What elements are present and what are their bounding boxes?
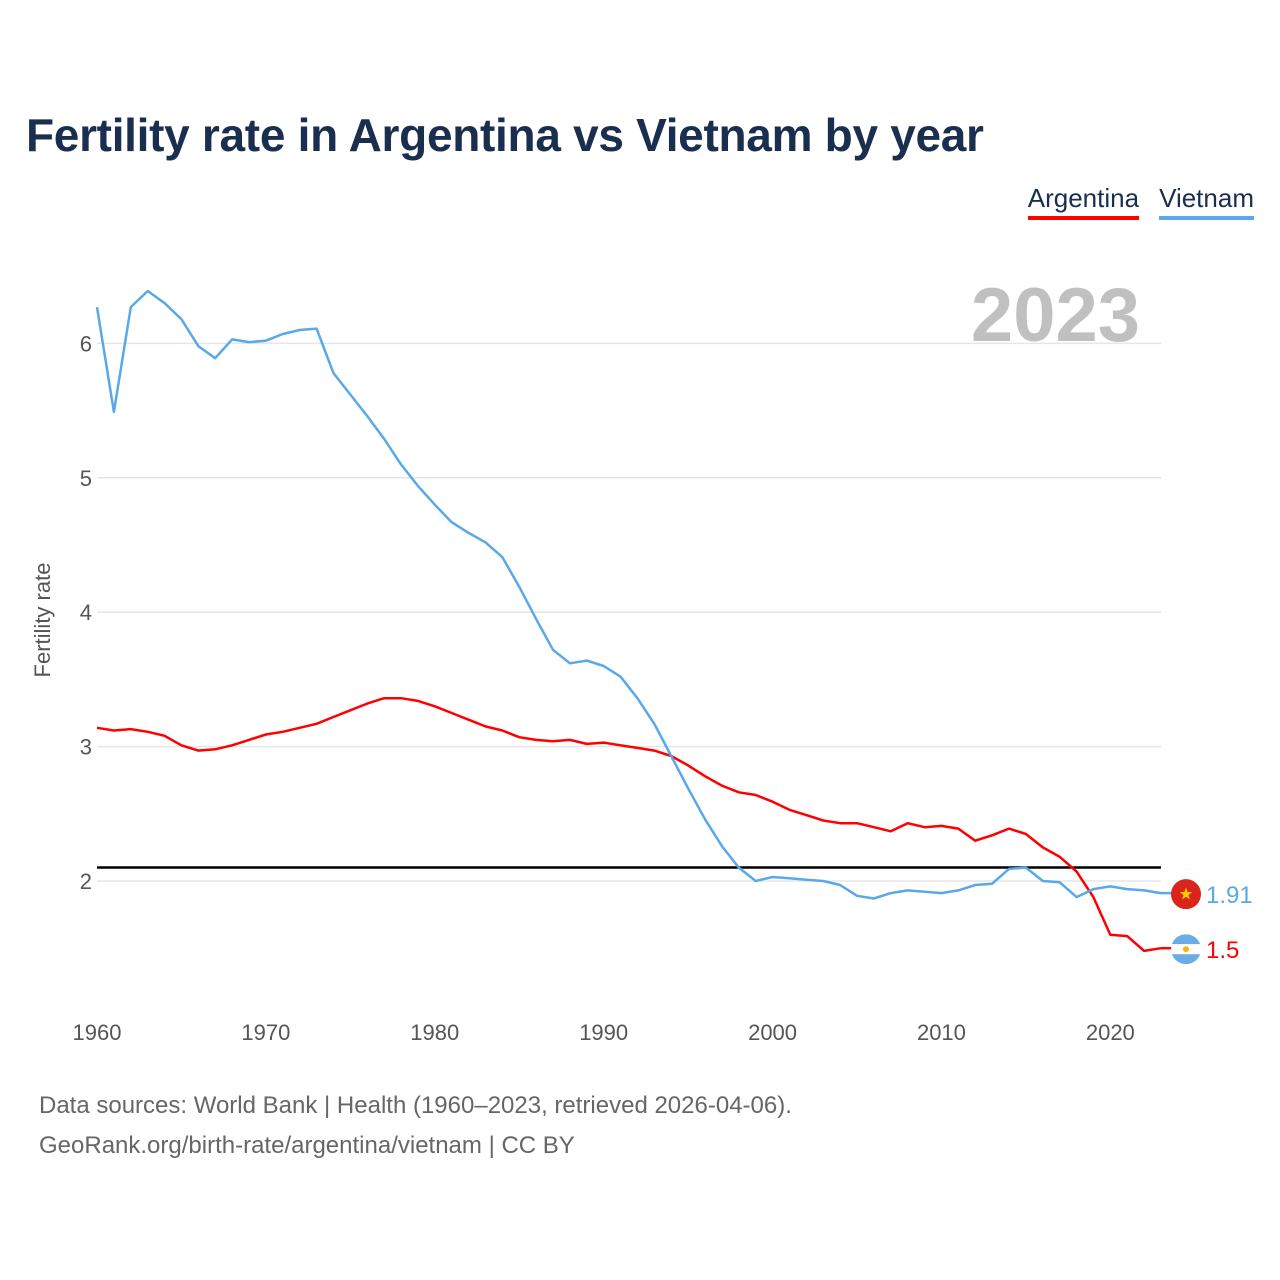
legend: Argentina Vietnam xyxy=(1027,183,1254,220)
x-tick-label: 1970 xyxy=(241,1020,290,1045)
legend-item-argentina[interactable]: Argentina xyxy=(1027,183,1140,220)
y-tick-label: 4 xyxy=(80,600,92,625)
vietnam-flag-icon xyxy=(1171,879,1201,910)
y-tick-label: 3 xyxy=(80,735,92,760)
flag-band-top xyxy=(1171,934,1201,945)
year-label: 2023 xyxy=(971,273,1140,358)
argentina-flag-icon xyxy=(1171,934,1201,965)
x-tick-label: 1990 xyxy=(579,1020,628,1045)
chart-title: Fertility rate in Argentina vs Vietnam b… xyxy=(26,109,984,161)
y-tick-label: 2 xyxy=(80,869,92,894)
data-source-text: Data sources: World Bank | Health (1960–… xyxy=(39,1092,792,1119)
x-tick-label: 1980 xyxy=(410,1020,459,1045)
attribution-link[interactable]: GeoRank.org/birth-rate/argentina/vietnam… xyxy=(39,1132,575,1159)
y-tick-label: 5 xyxy=(80,466,92,491)
flag-band-bottom xyxy=(1171,954,1201,965)
x-tick-label: 1960 xyxy=(73,1020,122,1045)
x-tick-label: 2000 xyxy=(748,1020,797,1045)
y-tick-label: 6 xyxy=(80,331,92,356)
flag-star xyxy=(1179,887,1193,900)
y-axis-label: Fertility rate xyxy=(30,563,55,678)
end-value-label-vietnam: 1.91 xyxy=(1206,882,1253,909)
flag-sun xyxy=(1183,946,1189,953)
series-line-vietnam[interactable] xyxy=(95,289,1162,900)
x-tick-label: 2020 xyxy=(1086,1020,1135,1045)
footer: Data sources: World Bank | Health (1960–… xyxy=(39,1086,792,1166)
legend-item-vietnam[interactable]: Vietnam xyxy=(1159,183,1254,220)
end-value-label-argentina: 1.5 xyxy=(1206,937,1239,964)
series-line-argentina[interactable] xyxy=(96,696,1162,953)
x-tick-label: 2010 xyxy=(917,1020,966,1045)
